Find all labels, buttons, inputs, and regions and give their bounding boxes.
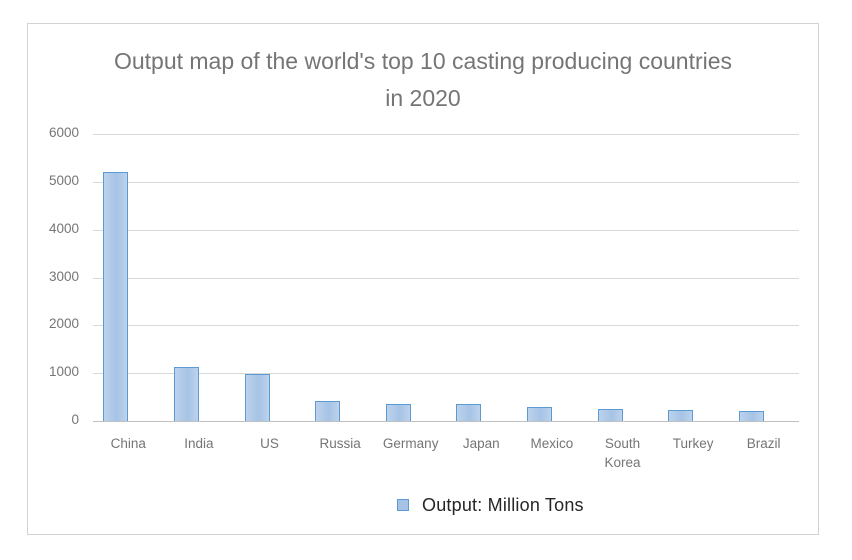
legend-label: Output: Million Tons	[422, 494, 584, 515]
legend: Output: Million Tons	[397, 492, 584, 518]
legend-swatch-icon	[397, 499, 409, 511]
bar-brazil	[738, 411, 764, 421]
y-axis-tick-label: 1000	[48, 364, 79, 380]
x-axis-category-label: Mexico	[530, 436, 574, 451]
x-axis-category-label: Germany	[382, 436, 439, 451]
bar-india	[174, 367, 199, 421]
y-axis-tick-label: 5000	[48, 172, 79, 188]
y-axis-tick-label: 0	[71, 412, 79, 427]
bar-china	[103, 172, 129, 421]
x-axis-category-label: China	[110, 436, 146, 451]
y-axis-tick-label: 2000	[48, 316, 79, 332]
bar-mexico	[527, 407, 552, 421]
bar-us	[244, 374, 270, 421]
x-axis-category-label: US	[260, 436, 279, 451]
gridline	[93, 277, 799, 279]
gridline	[93, 229, 799, 231]
x-axis-category-label: Japan	[462, 436, 500, 451]
y-axis-tick-label: 4000	[48, 220, 79, 236]
bar-japan	[456, 404, 482, 421]
x-axis-line	[93, 421, 799, 422]
y-axis-tick-label: 3000	[48, 268, 79, 284]
x-axis-category-label: India	[184, 436, 214, 451]
bar-south-korea	[597, 408, 623, 421]
bar-turkey	[668, 410, 694, 421]
bar-russia	[315, 400, 341, 421]
bar-germany	[385, 404, 411, 421]
gridline	[93, 181, 799, 183]
gridline	[93, 134, 799, 135]
chart-title: Output map of the world's top 10 casting…	[113, 48, 733, 111]
plot-area	[93, 134, 799, 422]
gridline	[93, 373, 799, 375]
x-axis-category-label: Russia	[319, 436, 361, 451]
x-axis-category-label: Brazil	[746, 436, 781, 451]
x-axis-category-label: Turkey	[672, 436, 714, 451]
gridline	[93, 325, 799, 327]
y-axis-tick-label: 6000	[48, 125, 79, 140]
x-axis-category-label: South Korea	[604, 436, 641, 470]
chart-container: Output map of the world's top 10 casting…	[27, 23, 819, 535]
